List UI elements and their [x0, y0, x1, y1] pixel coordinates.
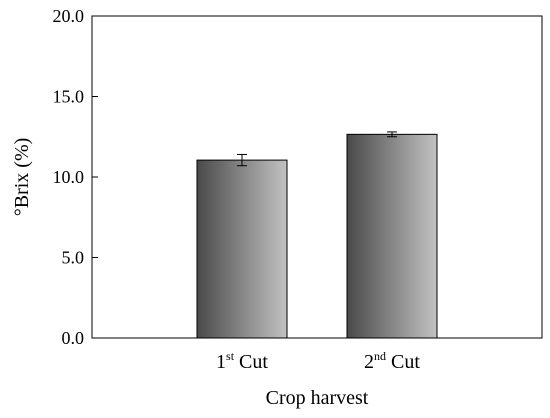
y-tick-label: 20.0 — [53, 6, 85, 26]
error-bar-2 — [387, 131, 397, 138]
y-tick-label: 0.0 — [62, 328, 85, 348]
y-tick-label: 10.0 — [53, 167, 85, 187]
x-category-suffix: Cut — [386, 351, 420, 373]
x-axis-category-labels: 1st Cut 2nd Cut — [216, 349, 420, 373]
bar-2 — [346, 133, 438, 339]
y-tick-label: 15.0 — [53, 87, 85, 107]
x-category-ordinal: nd — [374, 349, 386, 363]
y-tick-label: 5.0 — [62, 248, 85, 268]
bar-1 — [196, 159, 288, 339]
x-category-label: 1st Cut — [216, 349, 268, 373]
x-category-ordinal: st — [226, 349, 235, 363]
y-axis-title: °Brix (%) — [11, 138, 33, 217]
bars — [196, 131, 438, 339]
x-category-label: 2nd Cut — [364, 349, 420, 373]
plot-frame — [91, 15, 543, 339]
y-axis-ticks: 0.0 5.0 10.0 15.0 20.0 — [53, 6, 98, 348]
error-bar-1 — [237, 153, 247, 167]
x-category-number: 2 — [364, 351, 374, 373]
x-category-suffix: Cut — [234, 351, 268, 373]
x-category-number: 1 — [216, 351, 226, 373]
x-axis-title: Crop harvest — [266, 387, 369, 409]
